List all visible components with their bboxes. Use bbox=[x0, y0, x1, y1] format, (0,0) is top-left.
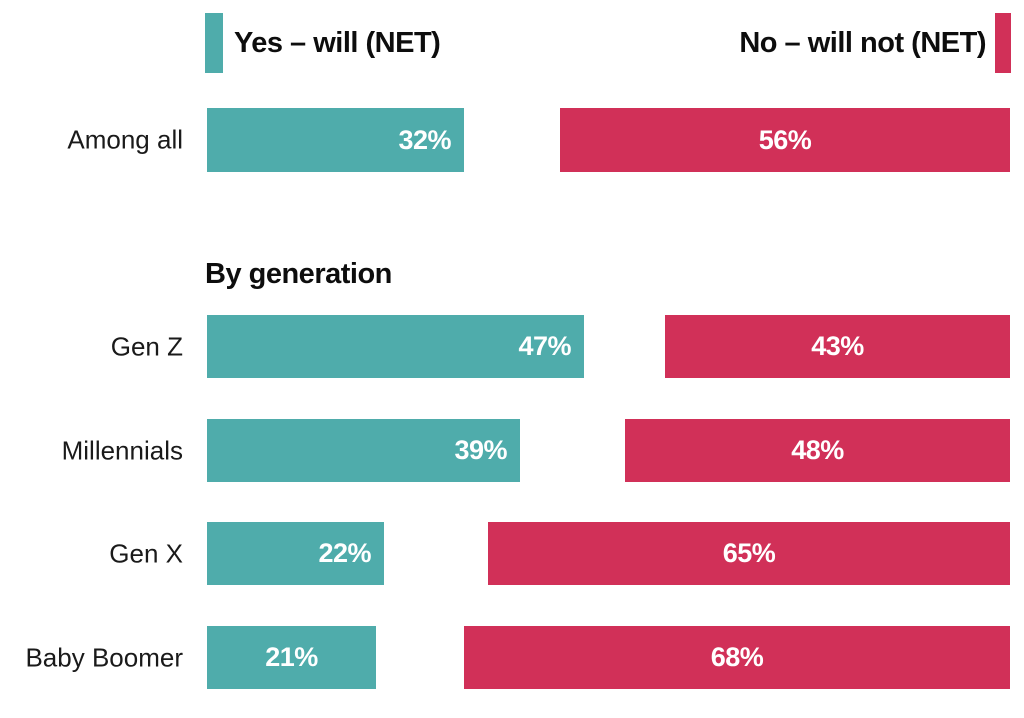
bar-value-label: 21% bbox=[265, 642, 318, 672]
yes-legend-label: Yes – will (NET) bbox=[234, 26, 441, 59]
yes-bar: 32% bbox=[207, 108, 464, 172]
bar-value-label: 47% bbox=[518, 331, 571, 361]
bar-value-label: 32% bbox=[398, 124, 451, 155]
yes-bar: 22% bbox=[207, 522, 384, 585]
category-label: Among all bbox=[67, 124, 183, 155]
yes-bar: 21% bbox=[207, 626, 376, 689]
no-legend-swatch bbox=[995, 13, 1011, 73]
bar-value-label: 39% bbox=[454, 435, 507, 465]
no-bar: 65% bbox=[488, 522, 1010, 585]
yes-bar: 39% bbox=[207, 419, 520, 482]
legend-item-no: No – will not (NET) bbox=[739, 13, 1011, 73]
bar-value-label: 65% bbox=[722, 538, 776, 568]
bar-value-label: 48% bbox=[791, 435, 844, 465]
no-bar: 68% bbox=[464, 626, 1010, 689]
chart-row: Gen X 22% 65% bbox=[0, 522, 1024, 585]
chart-row: Among all 32% 56% bbox=[0, 108, 1024, 172]
bar-value-label: 22% bbox=[318, 538, 371, 568]
category-label: Gen Z bbox=[110, 331, 183, 361]
yes-bar: 47% bbox=[207, 315, 584, 378]
no-bar: 43% bbox=[665, 315, 1010, 378]
legend-item-yes: Yes – will (NET) bbox=[205, 13, 441, 73]
no-bar: 48% bbox=[625, 419, 1010, 482]
no-legend-label: No – will not (NET) bbox=[739, 26, 986, 59]
bar-value-label: 43% bbox=[811, 331, 864, 361]
category-label: Millennials bbox=[61, 435, 183, 465]
bar-value-label: 68% bbox=[710, 642, 764, 672]
section-heading: By generation bbox=[205, 258, 392, 290]
bar-value-label: 56% bbox=[758, 124, 812, 155]
chart-row: Baby Boomer 21% 68% bbox=[0, 626, 1024, 689]
chart-row: Gen Z 47% 43% bbox=[0, 315, 1024, 378]
category-label: Gen X bbox=[109, 538, 183, 568]
category-label: Baby Boomer bbox=[25, 642, 183, 672]
no-bar: 56% bbox=[560, 108, 1010, 172]
yes-legend-swatch bbox=[205, 13, 223, 73]
chart-row: Millennials 39% 48% bbox=[0, 419, 1024, 482]
